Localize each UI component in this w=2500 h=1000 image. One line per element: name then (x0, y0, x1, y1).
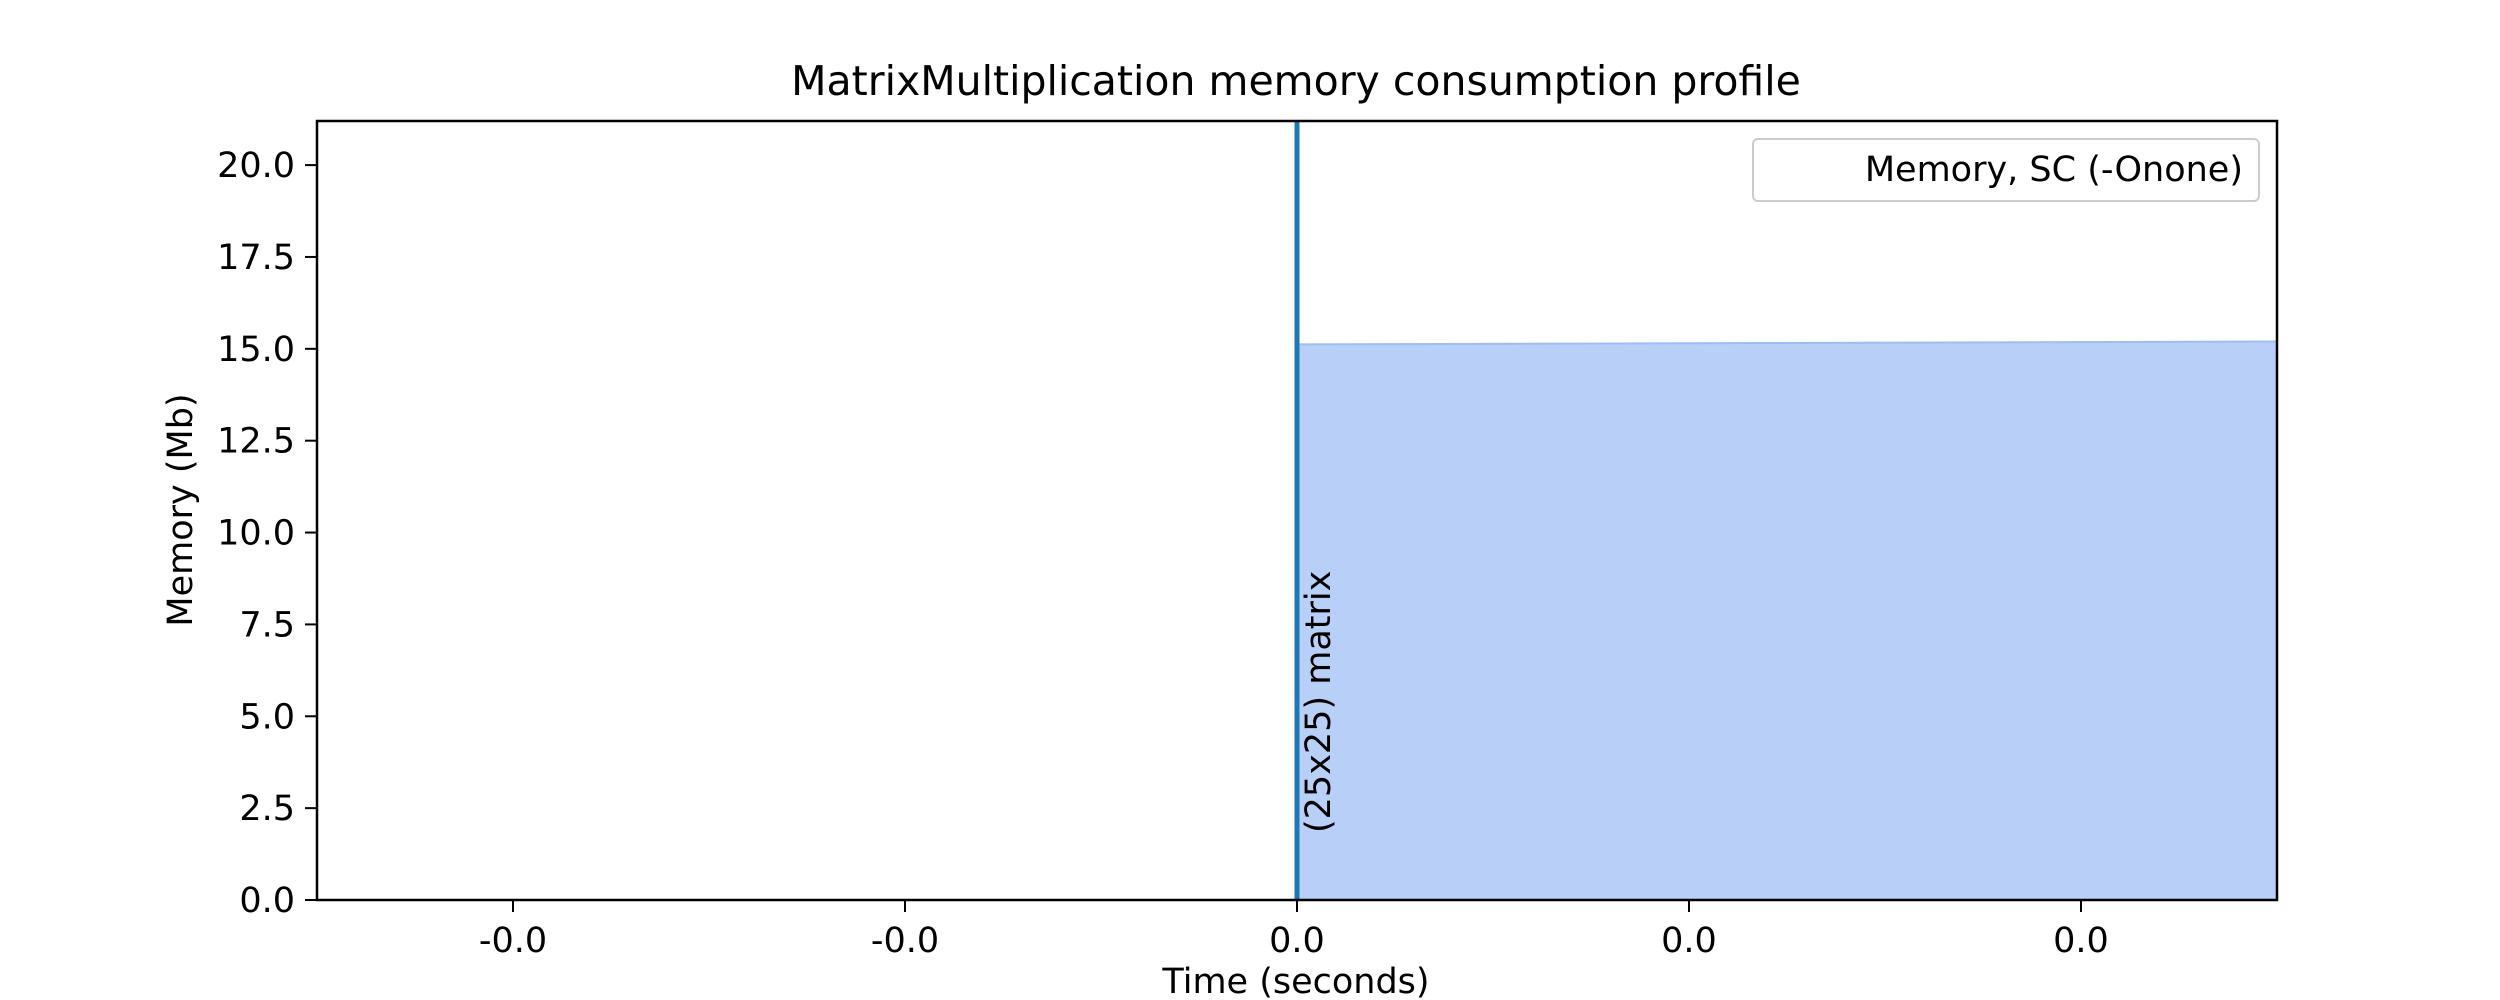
y-tick-label: 5.0 (239, 697, 295, 737)
x-axis-ticks: -0.0 -0.0 0.0 0.0 0.0 (479, 900, 2109, 961)
y-tick-label: 7.5 (239, 605, 295, 645)
y-tick-label: 20.0 (217, 146, 295, 186)
area-series-edge-0 (1296, 340, 2278, 346)
marker-label-0: (25x25) matrix (1299, 571, 1339, 833)
x-tick-label: 0.0 (1661, 921, 1717, 961)
y-tick-label: 17.5 (217, 238, 295, 278)
axes-frame (315, 119, 2279, 902)
legend: Memory, SC (-Onone) (1752, 138, 2260, 202)
y-tick-label: 12.5 (217, 422, 295, 462)
area-series-0 (1297, 341, 2277, 901)
y-tick-label: 0.0 (239, 881, 295, 921)
legend-box (1752, 138, 2260, 202)
y-axis-label: Memory (Mb) (161, 393, 201, 626)
y-axis-ticks: 0.0 2.5 5.0 7.5 10.0 12.5 15.0 17.5 20.0 (217, 146, 317, 921)
x-tick-label: 0.0 (1269, 921, 1325, 961)
y-tick-label: 10.0 (217, 514, 295, 554)
x-tick-label: -0.0 (479, 921, 547, 961)
x-tick-label: 0.0 (2053, 921, 2109, 961)
y-tick-label: 15.0 (217, 330, 295, 370)
x-axis-label: Time (seconds) (1161, 962, 1429, 1000)
plot-area: (25x25) matrix (1294, 121, 2278, 901)
chart-title: MatrixMultiplication memory consumption … (791, 57, 1801, 105)
y-tick-label: 2.5 (239, 789, 295, 829)
x-tick-label: -0.0 (871, 921, 939, 961)
legend-entry-0: Memory, SC (-Onone) (1865, 150, 2243, 190)
